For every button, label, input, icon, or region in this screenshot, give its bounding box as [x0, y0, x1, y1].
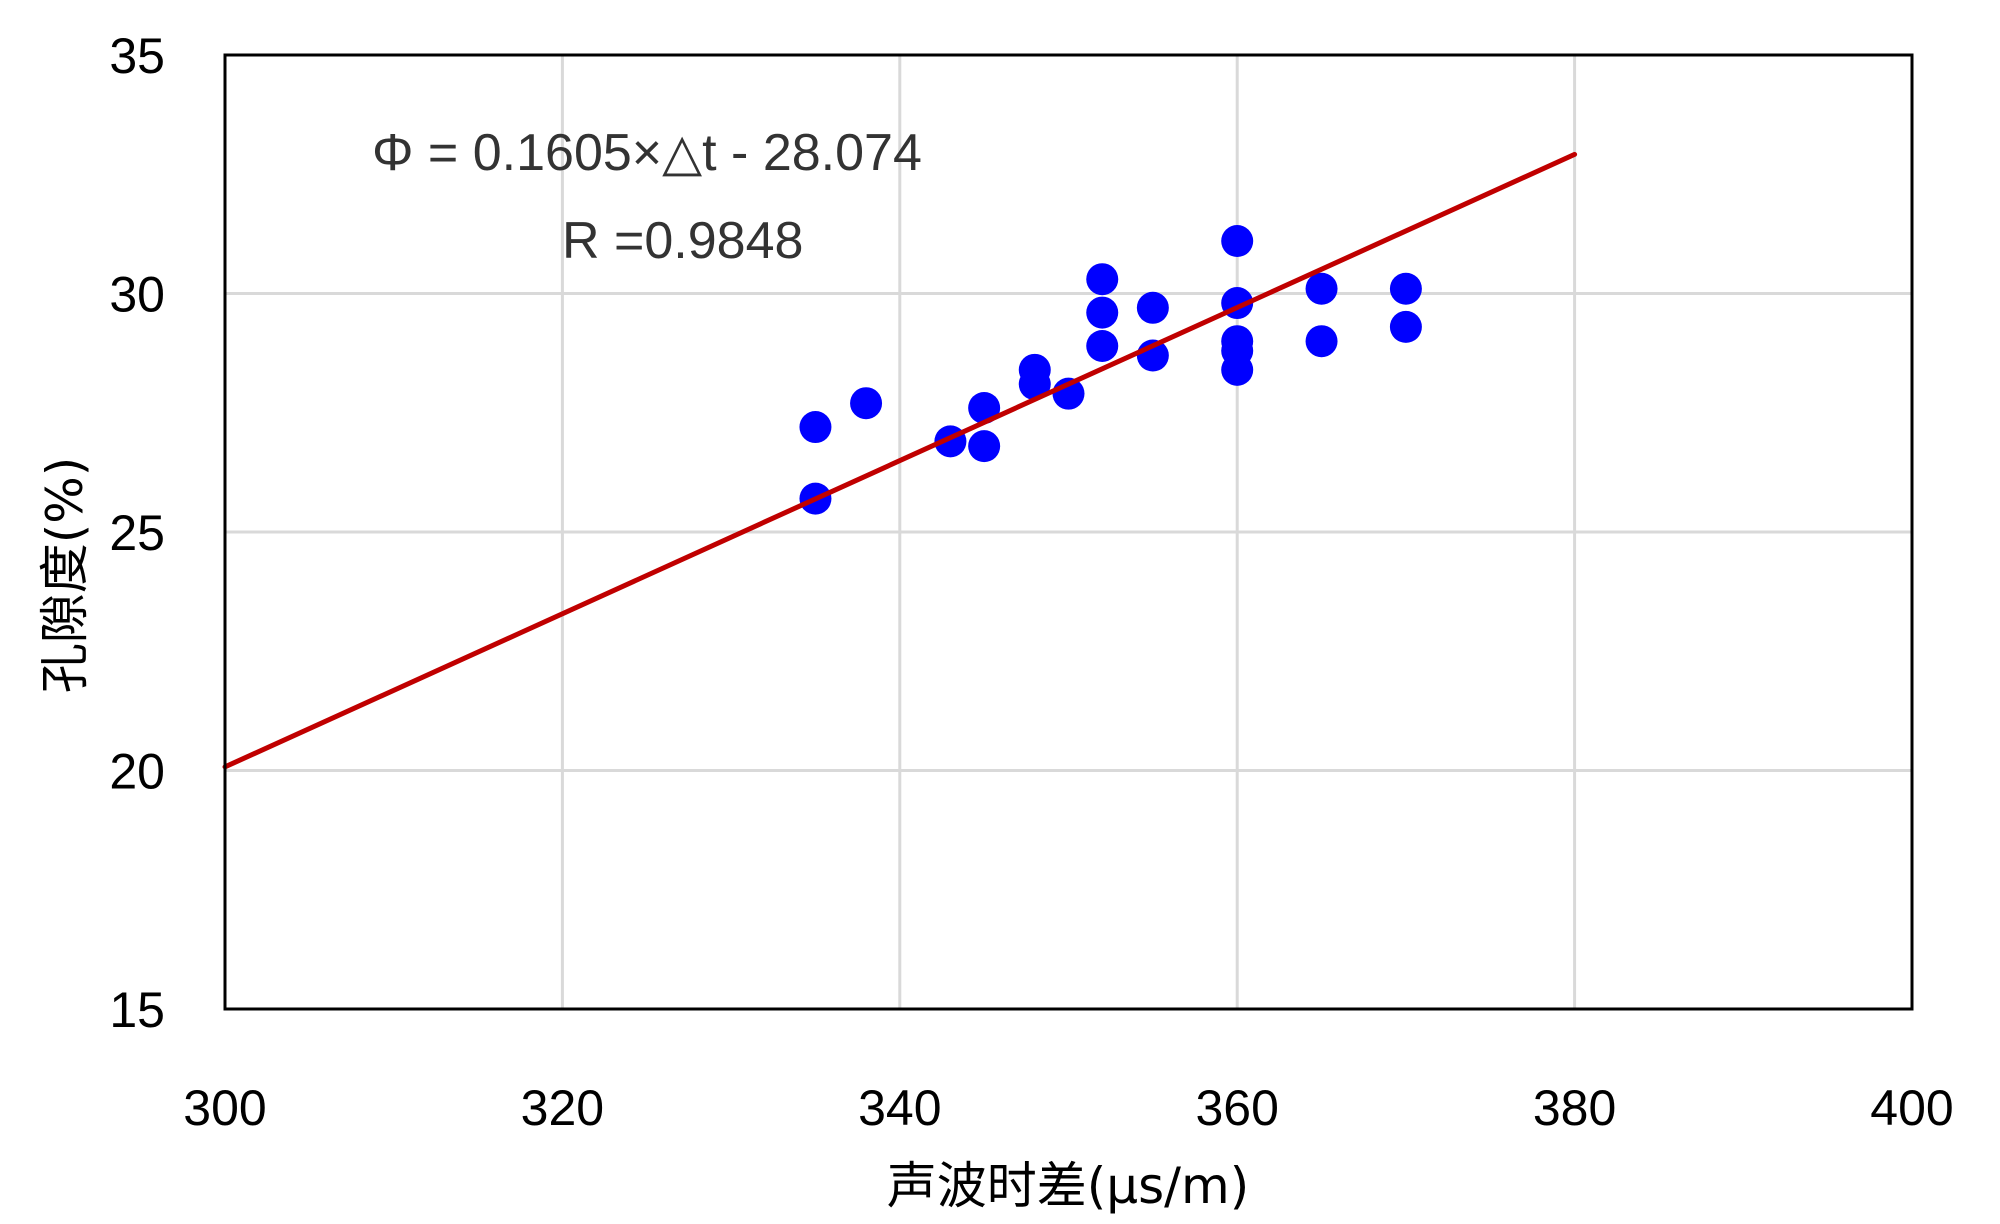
x-axis-label: 声波时差(μs/m) — [887, 1157, 1249, 1215]
x-tick-label: 360 — [1195, 1080, 1278, 1136]
y-tick-label: 30 — [109, 267, 165, 323]
data-point — [1221, 353, 1254, 386]
data-point — [799, 411, 832, 444]
data-point — [1221, 225, 1254, 258]
y-tick-label: 15 — [109, 982, 165, 1038]
x-tick-label: 340 — [858, 1080, 941, 1136]
data-point — [1389, 272, 1422, 305]
data-point — [968, 391, 1001, 424]
data-point — [1018, 368, 1051, 401]
data-points — [799, 225, 1422, 515]
data-point — [1086, 263, 1119, 296]
data-point — [968, 430, 1001, 463]
data-point — [1305, 325, 1338, 358]
data-point — [1136, 291, 1169, 324]
data-point — [1305, 272, 1338, 305]
data-point — [1389, 310, 1422, 343]
x-tick-labels: 300 320 340 360 380 400 — [183, 1080, 1953, 1136]
y-axis-label: 孔隙度(%) — [36, 457, 94, 694]
x-tick-label: 320 — [521, 1080, 604, 1136]
x-tick-label: 400 — [1870, 1080, 1953, 1136]
y-tick-labels: 15 20 25 30 35 — [109, 28, 165, 1038]
x-tick-label: 300 — [183, 1080, 266, 1136]
plot-area-frame — [223, 53, 1914, 1011]
data-point — [1086, 329, 1119, 362]
trend-line — [222, 151, 1578, 770]
r-value-annotation: R =0.9848 — [562, 212, 803, 270]
y-tick-label: 35 — [109, 28, 165, 84]
x-tick-label: 380 — [1533, 1080, 1616, 1136]
trend-line-group — [222, 151, 1578, 770]
y-tick-label: 25 — [109, 505, 165, 561]
grid-lines — [225, 55, 1912, 1009]
equation-annotation: Φ = 0.1605×△t - 28.074 — [372, 124, 922, 182]
y-tick-label: 20 — [109, 744, 165, 800]
data-point — [1086, 296, 1119, 329]
data-point — [850, 387, 883, 420]
